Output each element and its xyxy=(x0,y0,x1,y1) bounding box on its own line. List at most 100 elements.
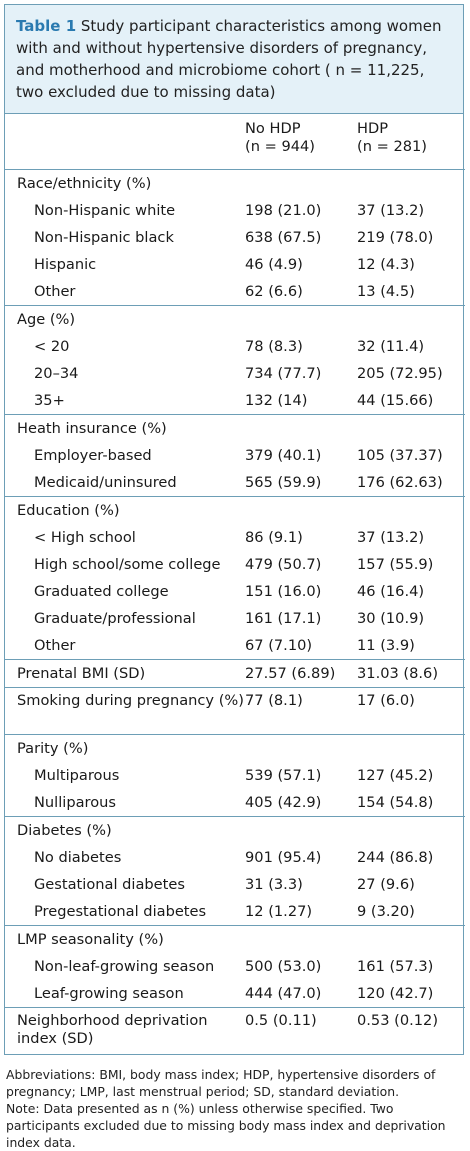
no-hdp-value: 151 (16.0) xyxy=(245,583,322,600)
table-row-subitem: Gestational diabetes 31 (3.3) 27 (9.6) xyxy=(5,871,465,898)
table-row-subitem: 20–34 734 (77.7) 205 (72.95) xyxy=(5,360,465,387)
hdp-value: 44 (15.66) xyxy=(357,392,434,409)
table-caption: Table 1 Study participant characteristic… xyxy=(4,4,464,114)
hdp-value: 37 (13.2) xyxy=(357,529,425,546)
hdp-value xyxy=(357,169,465,197)
table-row-subitem: High school/some college 479 (50.7) 157 (5… xyxy=(5,551,465,578)
table-row-subitem: Other 62 (6.6) 13 (4.5) xyxy=(5,278,465,306)
no-hdp-value xyxy=(245,816,357,844)
hdp-value: 127 (45.2) xyxy=(357,767,434,784)
row-label: High school/some college xyxy=(34,556,221,573)
row-label: Heath insurance (%) xyxy=(5,414,245,442)
row-label: No diabetes xyxy=(34,849,122,866)
table-row-category: Smoking during pregnancy (%) 77 (8.1) 17 (… xyxy=(5,687,465,735)
no-hdp-value: 67 (7.10) xyxy=(245,637,313,654)
table-row-category: Education (%) xyxy=(5,496,465,524)
hdp-value: 205 (72.95) xyxy=(357,365,443,382)
table-row-subitem: < 20 78 (8.3) 32 (11.4) xyxy=(5,333,465,360)
no-hdp-value xyxy=(245,169,357,197)
row-label: Prenatal BMI (SD) xyxy=(5,659,245,688)
row-label: Other xyxy=(34,283,76,300)
no-hdp-value xyxy=(245,925,357,953)
table-label: Table 1 xyxy=(16,17,77,35)
no-hdp-value: 901 (95.4) xyxy=(245,849,322,866)
table-row-subitem: Multiparous 539 (57.1) 127 (45.2) xyxy=(5,762,465,789)
row-label: Graduate/professional xyxy=(34,610,196,627)
hdp-value: 120 (42.7) xyxy=(357,985,434,1002)
no-hdp-value: 500 (53.0) xyxy=(245,958,322,975)
hdp-value: 161 (57.3) xyxy=(357,958,434,975)
no-hdp-value xyxy=(245,734,357,762)
no-hdp-value: 565 (59.9) xyxy=(245,474,322,491)
row-label: Nulliparous xyxy=(34,794,116,811)
row-label: Race/ethnicity (%) xyxy=(5,169,245,197)
row-label: < 20 xyxy=(34,338,70,355)
hdp-value: 0.53 (0.12) xyxy=(357,1007,465,1054)
table-row-subitem: 35+ 132 (14) 44 (15.66) xyxy=(5,387,465,415)
characteristics-table: No HDP (n = 944) HDP (n = 281) Race/ethnic… xyxy=(5,114,465,1054)
hdp-value xyxy=(357,305,465,333)
hdp-value: 9 (3.20) xyxy=(357,903,415,920)
hdp-value: 105 (37.37) xyxy=(357,447,443,464)
row-label: Gestational diabetes xyxy=(34,876,185,893)
table-figure: Table 1 Study participant characteristic… xyxy=(4,4,466,1151)
no-hdp-value: 86 (9.1) xyxy=(245,529,303,546)
no-hdp-value xyxy=(245,305,357,333)
table-row-category: Neighborhood deprivation index (SD) 0.5 (… xyxy=(5,1007,465,1054)
table-row-subitem: Nulliparous 405 (42.9) 154 (54.8) xyxy=(5,789,465,817)
table-row-subitem: < High school 86 (9.1) 37 (13.2) xyxy=(5,524,465,551)
row-label: Medicaid/uninsured xyxy=(34,474,177,491)
caption-text: Study participant characteristics among … xyxy=(16,17,442,101)
no-hdp-value xyxy=(245,414,357,442)
row-label: Graduated college xyxy=(34,583,169,600)
table-footnotes: Abbreviations: BMI, body mass index; HDP… xyxy=(4,1066,466,1151)
header-no-hdp-title: No HDP xyxy=(245,120,301,137)
table-row-subitem: Pregestational diabetes 12 (1.27) 9 (3.20) xyxy=(5,898,465,926)
hdp-value: 37 (13.2) xyxy=(357,202,425,219)
header-empty-cell xyxy=(5,114,245,170)
table-row-category: Parity (%) xyxy=(5,734,465,762)
table-row-subitem: Graduated college 151 (16.0) 46 (16.4) xyxy=(5,578,465,605)
table-row-subitem: Non-Hispanic white 198 (21.0) 37 (13.2) xyxy=(5,197,465,224)
no-hdp-value: 12 (1.27) xyxy=(245,903,313,920)
no-hdp-value: 405 (42.9) xyxy=(245,794,322,811)
hdp-value: 27 (9.6) xyxy=(357,876,415,893)
header-no-hdp: No HDP (n = 944) xyxy=(245,114,357,170)
row-label: Hispanic xyxy=(34,256,97,273)
row-label: Neighborhood deprivation index (SD) xyxy=(5,1007,245,1054)
no-hdp-value: 0.5 (0.11) xyxy=(245,1007,357,1054)
no-hdp-value: 161 (17.1) xyxy=(245,610,322,627)
row-label: 35+ xyxy=(34,392,65,409)
row-label: Parity (%) xyxy=(5,734,245,762)
no-hdp-value: 27.57 (6.89) xyxy=(245,659,357,688)
row-label: < High school xyxy=(34,529,136,546)
no-hdp-value: 46 (4.9) xyxy=(245,256,303,273)
hdp-value: 46 (16.4) xyxy=(357,583,425,600)
hdp-value xyxy=(357,414,465,442)
header-hdp: HDP (n = 281) xyxy=(357,114,465,170)
table-row-subitem: Non-Hispanic black 638 (67.5) 219 (78.0) xyxy=(5,224,465,251)
no-hdp-value: 77 (8.1) xyxy=(245,687,357,735)
table-row-category: Age (%) xyxy=(5,305,465,333)
hdp-value: 11 (3.9) xyxy=(357,637,415,654)
no-hdp-value: 444 (47.0) xyxy=(245,985,322,1002)
no-hdp-value: 62 (6.6) xyxy=(245,283,303,300)
row-label: Age (%) xyxy=(5,305,245,333)
header-row: No HDP (n = 944) HDP (n = 281) xyxy=(5,114,465,170)
hdp-value: 30 (10.9) xyxy=(357,610,425,627)
row-label: Employer-based xyxy=(34,447,152,464)
hdp-value: 154 (54.8) xyxy=(357,794,434,811)
no-hdp-value: 379 (40.1) xyxy=(245,447,322,464)
hdp-value: 219 (78.0) xyxy=(357,229,434,246)
hdp-value: 32 (11.4) xyxy=(357,338,425,355)
table-row-subitem: Medicaid/uninsured 565 (59.9) 176 (62.63) xyxy=(5,469,465,497)
row-label: Pregestational diabetes xyxy=(34,903,207,920)
row-label: Other xyxy=(34,637,76,654)
no-hdp-value: 198 (21.0) xyxy=(245,202,322,219)
row-label: Diabetes (%) xyxy=(5,816,245,844)
no-hdp-value: 31 (3.3) xyxy=(245,876,303,893)
hdp-value: 13 (4.5) xyxy=(357,283,415,300)
hdp-value: 12 (4.3) xyxy=(357,256,415,273)
hdp-value: 157 (55.9) xyxy=(357,556,434,573)
row-label: Education (%) xyxy=(5,496,245,524)
